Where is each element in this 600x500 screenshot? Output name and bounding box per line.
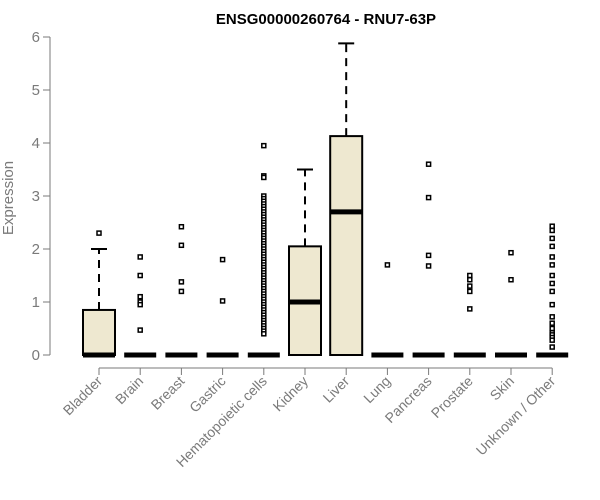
box-hematopoietic-cells [247, 142, 280, 358]
outlier-point [549, 227, 555, 234]
outlier-point [178, 242, 185, 249]
outlier-point [137, 272, 143, 279]
outlier-point [508, 276, 514, 283]
outlier-point [549, 320, 555, 326]
outlier-point [137, 327, 143, 333]
x-tick-label: Lung [360, 373, 393, 406]
outlier-point [549, 314, 555, 320]
outlier-point [549, 288, 555, 295]
outlier-point [219, 256, 226, 263]
outlier-point [96, 230, 102, 236]
y-tick-label: 2 [32, 241, 40, 258]
y-tick-label: 5 [32, 82, 40, 99]
outlier-point [137, 254, 143, 260]
outlier-point [549, 254, 555, 260]
outlier-point [425, 263, 432, 269]
outlier-point [549, 325, 555, 332]
outlier-point [467, 276, 473, 283]
y-axis-label: Expression [0, 161, 17, 235]
box-unknown-other [536, 223, 569, 358]
outlier-point [549, 272, 555, 279]
outlier-point [549, 280, 555, 287]
outlier-point [261, 142, 267, 149]
outlier-point [467, 306, 473, 312]
outlier-point [508, 249, 514, 256]
outlier-point [425, 161, 432, 167]
box-pancreas [412, 161, 445, 358]
outlier-point [137, 293, 143, 300]
y-tick-label: 0 [32, 347, 40, 364]
outlier-point [549, 223, 555, 229]
outlier-point [178, 288, 185, 295]
outlier-point [137, 301, 143, 308]
outlier-point [549, 235, 555, 242]
box-bladder [82, 230, 116, 358]
outlier-point [549, 262, 555, 268]
outlier-point [178, 279, 185, 285]
y-axis: 0 1 2 3 4 5 6 [32, 29, 51, 364]
x-tick-label: Breast [148, 373, 188, 413]
y-tick-label: 4 [32, 135, 40, 152]
y-tick-label: 6 [32, 29, 40, 46]
y-tick-label: 3 [32, 188, 40, 205]
box-gastric [206, 256, 239, 358]
box-kidney [288, 168, 322, 357]
box-lung [371, 262, 404, 358]
box-breast [165, 223, 198, 358]
outlier-point [384, 262, 391, 268]
y-tick-label: 1 [32, 294, 40, 311]
outlier-point [425, 194, 432, 201]
box-brain [124, 254, 157, 358]
outlier-point [467, 272, 473, 279]
outlier-point [467, 283, 473, 289]
outlier-point [549, 337, 555, 343]
x-tick-label: Bladder [60, 373, 106, 419]
outlier-point [178, 223, 185, 230]
outlier-point [219, 298, 226, 304]
chart-title: ENSG00000260764 - RNU7-63P [216, 11, 436, 28]
outlier-point [549, 243, 555, 250]
outlier-point [549, 301, 555, 308]
x-tick-label: Kidney [270, 373, 312, 415]
x-tick-label: Liver [320, 373, 353, 406]
x-tick-label: Skin [487, 373, 518, 404]
box-prostate [453, 272, 486, 358]
box-skin [495, 249, 527, 358]
outlier-point [549, 344, 555, 350]
outlier-point [467, 288, 473, 295]
outlier-point [425, 252, 432, 259]
boxes-group [82, 42, 569, 358]
outlier-point [261, 174, 267, 181]
outlier-point [261, 331, 267, 337]
box-liver [329, 42, 364, 356]
x-tick-label: Prostate [428, 373, 476, 421]
x-tick-label: Brain [112, 373, 146, 407]
box-body [82, 308, 116, 357]
box-body [329, 135, 364, 356]
